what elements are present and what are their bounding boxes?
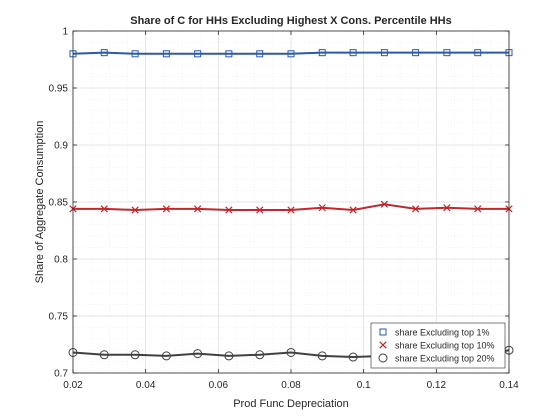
legend-marker	[379, 328, 387, 336]
data-point	[100, 205, 108, 213]
data-point	[225, 50, 233, 58]
x-tick-label: 0.1	[357, 380, 371, 391]
data-point	[161, 351, 171, 361]
data-point	[130, 350, 140, 360]
data-point	[256, 50, 264, 58]
axis-ticks: 0.02 0.04 0.06 0.08 0.1 0.12 0.14 0.7 0.75 0.8 0.8…	[49, 27, 520, 392]
series-line	[72, 51, 509, 55]
y-tick-label: 0.9	[54, 141, 68, 152]
series-2	[69, 200, 513, 214]
legend-box	[370, 322, 506, 369]
x-tick-label: 0.02	[63, 380, 83, 391]
data-point	[99, 350, 109, 360]
y-axis-label: Share of Aggregate Consumption	[34, 121, 46, 284]
data-point	[287, 50, 295, 58]
y-tick-label: 0.7	[54, 369, 68, 380]
data-point	[224, 351, 234, 361]
data-point	[474, 205, 482, 213]
chart-title: Share of C for HHs Excluding Highest X C…	[130, 15, 452, 27]
legend-marker	[378, 353, 388, 363]
data-point	[443, 204, 451, 212]
legend-entry: share Excluding top 20%	[378, 353, 495, 364]
data-point	[380, 200, 389, 208]
data-point	[193, 349, 203, 359]
y-tick-label: 1	[62, 27, 68, 38]
data-point	[349, 49, 357, 57]
legend-entry: share Excluding top 1%	[379, 328, 490, 338]
x-tick-label: 0.04	[136, 380, 156, 391]
data-point	[255, 350, 265, 360]
grid	[72, 30, 510, 374]
data-point	[318, 204, 326, 212]
data-point	[474, 49, 482, 57]
data-point	[348, 352, 358, 362]
legend-entry: share Excluding top 10%	[379, 341, 495, 351]
data-point	[162, 50, 170, 58]
x-axis-label: Prod Func Depreciation	[233, 398, 349, 410]
legend-label: share Excluding top 20%	[395, 354, 495, 364]
data-point	[225, 206, 233, 214]
data-point	[131, 50, 139, 58]
legend-label: share Excluding top 1%	[395, 328, 490, 338]
data-point	[411, 205, 420, 213]
data-point	[349, 206, 357, 214]
x-tick-label: 0.12	[427, 380, 447, 391]
y-tick-label: 0.95	[49, 84, 69, 95]
data-point	[287, 206, 295, 214]
data-point	[286, 347, 296, 357]
data-point	[443, 49, 451, 57]
data-point	[256, 206, 264, 214]
legend: share Excluding top 1% share Excluding to…	[370, 322, 506, 369]
data-point	[317, 351, 327, 361]
data-point	[193, 205, 202, 213]
x-tick-label: 0.14	[499, 380, 519, 391]
legend-marker	[379, 341, 387, 349]
data-point	[131, 206, 139, 214]
data-point	[162, 205, 171, 213]
x-tick-label: 0.06	[209, 380, 229, 391]
legend-label: share Excluding top 10%	[395, 341, 495, 351]
data-point	[412, 49, 420, 57]
data-point	[380, 49, 388, 57]
y-tick-label: 0.85	[49, 198, 69, 209]
y-tick-label: 0.8	[54, 255, 68, 266]
data-point	[100, 49, 108, 57]
x-tick-label: 0.08	[281, 380, 301, 391]
y-tick-label: 0.75	[49, 312, 69, 323]
data-point	[318, 49, 326, 57]
data-point	[194, 50, 202, 58]
